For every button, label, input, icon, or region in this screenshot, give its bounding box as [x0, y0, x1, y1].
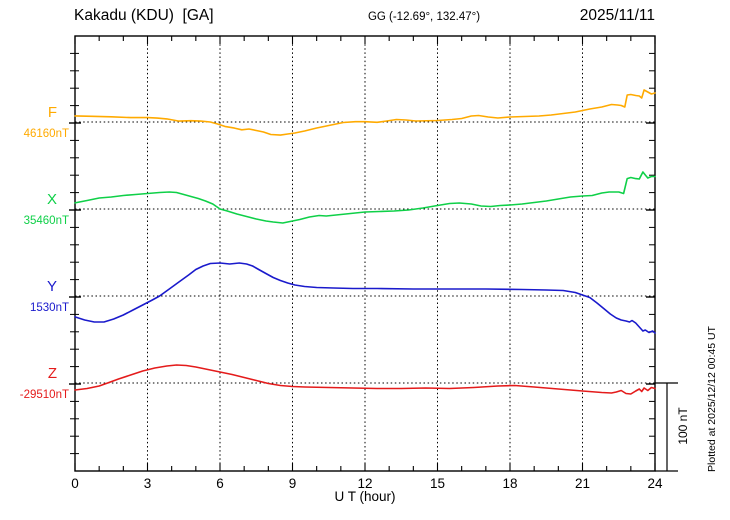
- x-tick-label-18: 18: [502, 476, 517, 491]
- x-tick-label-9: 9: [289, 476, 297, 491]
- page-title: Kakadu (KDU) [GA]: [74, 7, 214, 24]
- x-tick-label-15: 15: [430, 476, 445, 491]
- geographic-coordinates: GG (-12.69°, 132.47°): [367, 11, 481, 23]
- x-tick-label-3: 3: [144, 476, 152, 491]
- channel-label-F: F: [48, 104, 57, 121]
- x-tick-label-12: 12: [357, 476, 372, 491]
- trace-X: [74, 171, 656, 224]
- x-tick-label-21: 21: [575, 476, 590, 491]
- plotted-at-note: Plotted at 2025/12/12 00:45 UT: [706, 326, 718, 472]
- x-tick-label-24: 24: [647, 476, 663, 491]
- channel-label-Y: Y: [47, 278, 57, 295]
- channel-label-Z: Z: [48, 365, 57, 382]
- trace-F: [74, 89, 656, 136]
- baseline-value-Z: -29510nT: [20, 389, 69, 401]
- baseline-value-F: 46160nT: [24, 128, 69, 140]
- x-tick-label-0: 0: [71, 476, 79, 491]
- plot-frame: [74, 35, 656, 472]
- x-axis-title: U T (hour): [334, 489, 396, 504]
- trace-Y: [74, 262, 656, 334]
- baseline-value-X: 35460nT: [24, 215, 69, 227]
- channel-label-X: X: [47, 191, 57, 208]
- baseline-value-Y: 1530nT: [30, 302, 69, 314]
- plot-date: 2025/11/11: [579, 7, 655, 24]
- scale-bar-label: 100 nT: [676, 407, 690, 445]
- x-tick-label-6: 6: [216, 476, 224, 491]
- trace-Z: [74, 364, 656, 395]
